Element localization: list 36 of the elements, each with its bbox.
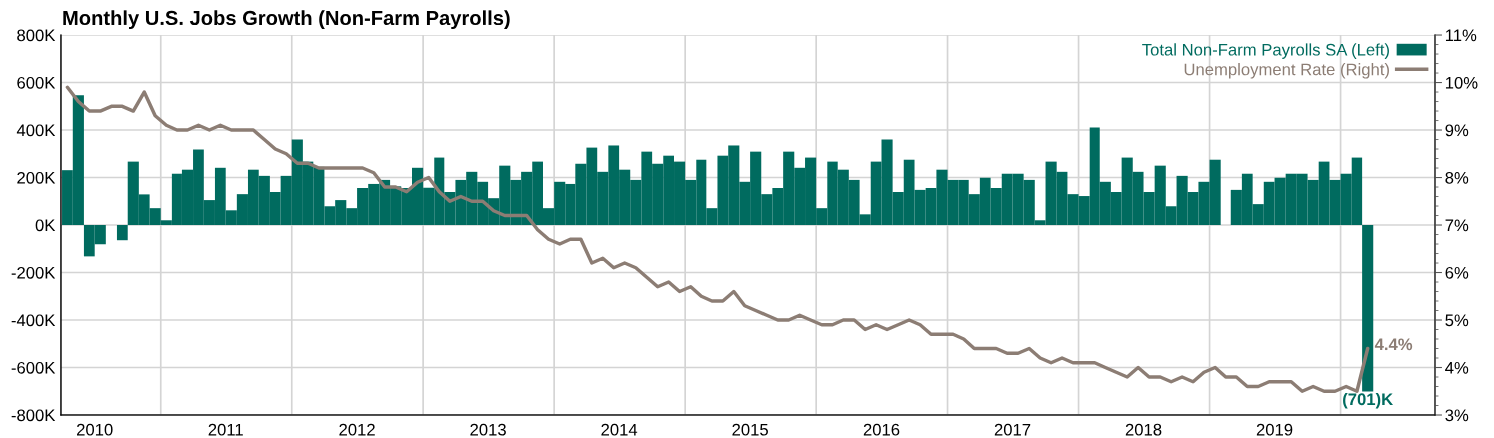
x-tick-label: 2017: [994, 423, 1031, 436]
y-tick-label: 600K: [17, 76, 56, 89]
line-series: [65, 85, 1370, 393]
x-tick-label: 2016: [863, 423, 900, 436]
legend-label: Total Non-Farm Payrolls SA (Left): [1142, 43, 1389, 59]
legend-label: Unemployment Rate (Right): [1184, 63, 1389, 79]
x-tick-label: 2014: [601, 423, 638, 436]
y2-tick-label: 8%: [1445, 171, 1469, 184]
y-tick-label: 800K: [17, 29, 56, 42]
y-tick-label: -800K: [11, 409, 56, 422]
x-tick-label: 2019: [1256, 423, 1293, 436]
data-label: (701)K: [1343, 392, 1394, 409]
y-tick-label: 200K: [17, 171, 56, 184]
x-tick-label: 2011: [208, 423, 243, 436]
y2-tick-label: 11%: [1445, 29, 1477, 42]
y-tick-label: 400K: [16, 124, 56, 137]
x-tick-label: 2015: [732, 423, 768, 436]
y-tick-label: -400K: [11, 314, 56, 327]
bar: [116, 225, 128, 241]
y2-tick-label: 10%: [1445, 76, 1478, 89]
chart-title: Monthly U.S. Jobs Growth (Non-Farm Payrolls): [63, 10, 510, 30]
y-tick-label: -600K: [11, 361, 56, 374]
y2-tick-label: 4%: [1445, 361, 1469, 374]
y2-tick-label: 6%: [1445, 266, 1469, 279]
x-tick-label: 2018: [1125, 423, 1162, 436]
y2-tick-label: 3%: [1445, 409, 1469, 422]
x-tick-label: 2012: [339, 423, 375, 436]
y-tick-label: 0K: [35, 219, 56, 232]
y2-tick-label: 9%: [1445, 124, 1469, 137]
x-tick-label: 2013: [470, 423, 506, 436]
x-tick-label: 2010: [77, 423, 113, 436]
data-label: 4.4%: [1374, 338, 1413, 351]
bar: [1362, 225, 1374, 392]
y2-tick-label: 5%: [1445, 314, 1469, 327]
y2-tick-label: 7%: [1445, 219, 1469, 232]
y-tick-label: -200K: [11, 266, 56, 279]
